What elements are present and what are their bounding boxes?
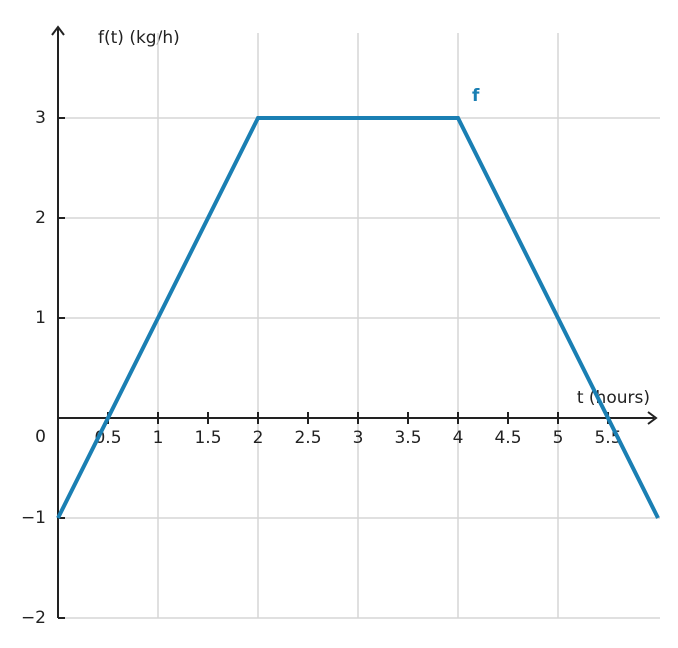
y-tick-label: −1 xyxy=(21,508,46,528)
x-tick-label: 3.5 xyxy=(394,428,421,448)
x-tick-label: 2.5 xyxy=(294,428,321,448)
x-tick-label: 4 xyxy=(453,428,464,448)
y-tick-label: −2 xyxy=(21,608,46,628)
series-label: f xyxy=(472,86,480,106)
x-tick-label: 2 xyxy=(253,428,264,448)
x-tick-label: 3 xyxy=(353,428,364,448)
y-axis-label: f(t) (kg/h) xyxy=(98,28,180,48)
x-tick-label: 4.5 xyxy=(494,428,521,448)
y-tick-label: 1 xyxy=(35,308,46,328)
x-tick-label: 1.5 xyxy=(194,428,221,448)
x-tick-label: 5 xyxy=(553,428,564,448)
series-line xyxy=(56,116,660,519)
y-tick-label: 3 xyxy=(35,108,46,128)
x-tick-label: 1 xyxy=(153,428,164,448)
origin-label: 0 xyxy=(35,427,46,447)
y-axis-arrow xyxy=(51,25,65,36)
x-axis-label: t (hours) xyxy=(577,388,650,408)
y-tick-label: 2 xyxy=(35,208,46,228)
x-axis-arrow xyxy=(647,411,658,425)
